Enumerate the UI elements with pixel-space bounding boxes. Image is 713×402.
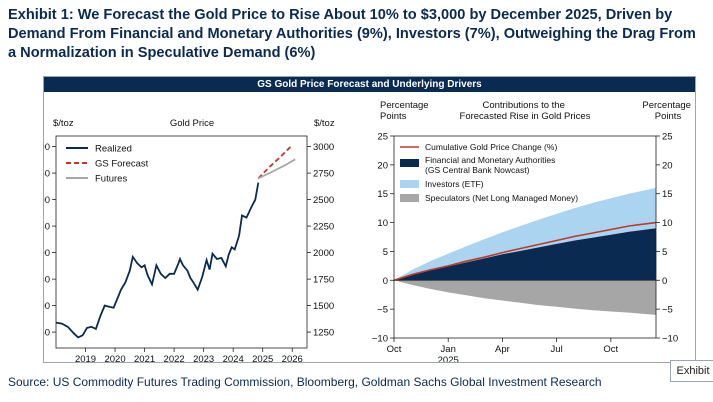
right-legend: Cumulative Gold Price Change (%) Financia… [400,142,578,203]
right-ytick-label-right: 0 [662,276,667,287]
exhibit-tag: Exhibit [670,360,713,382]
right-ytick-label-right: −5 [662,305,673,316]
left-series-gs-forecast-line [257,145,292,180]
right-xtick-label: Oct [603,344,618,355]
right-ytick-label: 5 [383,247,388,258]
legend-label-monetary-sub: (GS Central Bank Nowcast) [425,165,530,175]
right-ytick-label-right: −10 [662,334,678,345]
left-xtick-label: 2019 [75,354,96,362]
left-ytick-label-right: 2500 [313,195,334,206]
left-xtick-label: 2020 [104,354,125,362]
right-title-line2: Forecasted Rise in Gold Prices [460,111,591,122]
right-ylabel: Percentage Points [380,100,431,122]
right-ylabel-right-line1: Percentage [642,100,691,111]
contributions-chart: Percentage Points Contributions to the F… [372,100,693,362]
legend-swatch-monetary [400,159,419,167]
charts-svg: $/toz Gold Price $/toz 12501250150015001… [44,100,693,362]
source-note: Source: US Commodity Futures Trading Com… [8,375,602,389]
left-series-realized-line [55,182,260,339]
right-ytick-label: 10 [377,218,388,229]
right-ytick-label: 15 [377,189,388,200]
right-xtick-label: Apr [495,344,510,355]
right-xtick-label: Oct [387,344,402,355]
legend-label-investors: Investors (ETF) [425,179,484,189]
right-ytick-label: 25 [377,132,388,143]
right-chart-title: Contributions to the Forecasted Rise in … [460,100,591,122]
left-ytick-label-right: 1750 [313,275,334,286]
left-xtick-label: 2021 [134,354,155,362]
right-ylabel-right-line2: Points [655,111,682,122]
headline: Exhibit 1: We Forecast the Gold Price to… [8,7,696,61]
left-series-futures-line [257,158,296,180]
legend-label-speculators: Speculators (Net Long Managed Money) [425,193,578,203]
chart-banner: GS Gold Price Forecast and Underlying Dr… [44,77,695,92]
left-ytick-label: 1250 [44,328,50,339]
left-chart-title: Gold Price [170,118,214,129]
left-legend-label: Futures [95,174,127,185]
legend-swatch-speculators [400,194,419,202]
left-legend-label: GS Forecast [95,159,149,170]
left-ytick-label: 2750 [44,169,50,180]
right-ytick-label: 20 [377,160,388,171]
right-xtick-label: Jan [441,344,456,355]
right-ytick-label-right: 20 [662,160,673,171]
right-ytick-label: −5 [377,305,388,316]
left-ytick-label: 2000 [44,248,50,259]
left-plot-area [55,135,308,349]
left-ytick-label-right: 2250 [313,222,334,233]
right-ylabel-right: Percentage Points [642,100,693,122]
cumulative-change-line [393,221,657,282]
legend-label-monetary: Financial and Monetary Authorities [425,155,555,165]
exhibit-frame: GS Gold Price Forecast and Underlying Dr… [43,76,696,363]
right-ytick-label: −10 [372,334,388,345]
legend-swatch-investors [400,180,419,188]
left-ytick-label: 3000 [44,142,50,153]
legend-label-cumulative: Cumulative Gold Price Change (%) [425,142,557,152]
left-xtick-label: 2024 [223,354,244,362]
left-legend: Realized GS Forecast Futures [66,144,149,185]
left-xtick-label: 2023 [193,354,214,362]
right-title-line1: Contributions to the [482,100,564,111]
left-ytick-label: 2250 [44,222,50,233]
left-ylabel: $/toz [53,118,74,129]
right-ytick-label-right: 5 [662,247,667,258]
monetary-authorities-area [394,228,656,281]
speculators-area [394,280,656,315]
right-ytick-label-right: 15 [662,189,673,200]
left-xtick-label: 2026 [282,354,303,362]
right-ytick-label-right: 10 [662,218,673,229]
left-xtick-label: 2025 [252,354,273,362]
right-ytick-label-right: 25 [662,132,673,143]
gold-price-chart: $/toz Gold Price $/toz 1250 1250 1500 1500 1… [44,118,335,362]
left-ytick-label-right: 1250 [313,328,334,339]
left-ytick-label: 2500 [44,195,50,206]
right-ytick-label: 0 [383,276,388,287]
right-ylabel-line1: Percentage [380,100,429,111]
investors-area [394,187,656,281]
right-xtick-label: Jul [551,344,563,355]
left-ylabel-right: $/toz [314,118,335,129]
left-ytick-label-right: 3000 [313,142,334,153]
left-legend-label: Realized [95,144,132,155]
right-ylabel-line2: Points [380,111,407,122]
left-ytick-label-right: 1500 [313,301,334,312]
left-ytick-label: 1500 [44,301,50,312]
left-xtick-label: 2022 [164,354,185,362]
left-ytick-label-right: 2750 [313,169,334,180]
right-plot-area [393,135,657,339]
right-year-label: 2025 [438,355,459,362]
left-ytick-label: 1750 [44,275,50,286]
left-ytick-label-right: 2000 [313,248,334,259]
